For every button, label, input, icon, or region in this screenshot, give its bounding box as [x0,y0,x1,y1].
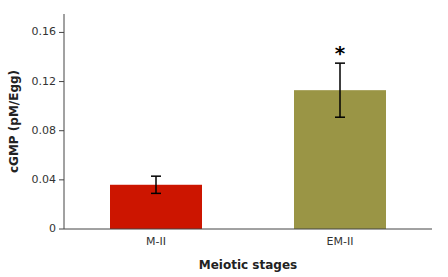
bars [110,63,386,229]
y-tick [59,130,64,131]
error-bar-stem [155,176,157,193]
y-tick-label: 0.08 [32,124,57,137]
significance-marker: * [335,41,346,65]
error-bar [335,63,345,117]
chart-container: 0 0.04 0.08 0.12 0.16 M-II EM-II * Meiotic stage… [0,0,448,277]
y-tick [59,32,64,33]
x-tick-label: EM-II [327,235,354,248]
y-axis-label: cGMP (pM/Egg) [7,70,21,173]
error-bar-stem [339,63,341,117]
x-tick-label: M-II [146,235,166,248]
y-axis-line [64,14,65,229]
error-bar-cap [335,116,345,118]
error-bar-cap [151,193,161,195]
x-axis-line [64,229,432,230]
error-bar [151,176,161,193]
y-tick [59,81,64,82]
error-bar-cap [151,175,161,177]
y-tick-label: 0 [49,222,56,235]
chart: 0 0.04 0.08 0.12 0.16 M-II EM-II * Meiotic stage… [0,0,448,277]
y-tick [59,179,64,180]
x-axis-label: Meiotic stages [199,258,297,272]
y-tick-label: 0.04 [32,173,57,186]
y-tick-label: 0.16 [32,25,57,38]
y-tick-label: 0.12 [32,75,57,88]
y-tick [59,229,64,230]
